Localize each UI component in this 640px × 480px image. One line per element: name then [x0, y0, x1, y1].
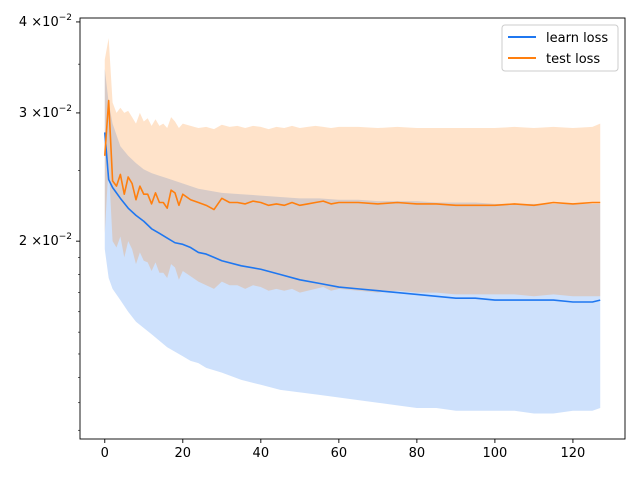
x-tick-label: 40: [253, 446, 270, 461]
band-test-loss: [104, 38, 601, 297]
x-tick-label: 80: [409, 446, 426, 461]
plot-frame: [79, 17, 626, 440]
y-axis-ticks: 2 ×10−2 3 ×10−2 4 ×10−2: [19, 13, 80, 431]
line-test-loss: [103, 99, 601, 211]
x-tick-label: 100: [482, 446, 507, 461]
x-tick-label: 60: [331, 446, 348, 461]
line-learn-loss: [103, 132, 601, 303]
legend: learn loss test loss: [501, 24, 619, 72]
x-axis-ticks: 0 20 40 60 80 100 120: [101, 439, 586, 461]
legend-label-test-loss: test loss: [546, 52, 600, 67]
confidence-bands: [104, 38, 601, 414]
y-tick-label: 4 ×10−2: [19, 13, 72, 30]
legend-label-learn-loss: learn loss: [546, 31, 608, 46]
y-tick-label: 3 ×10−2: [19, 104, 72, 121]
series-lines: [103, 99, 601, 303]
x-tick-label: 0: [101, 446, 109, 461]
x-tick-label: 120: [561, 446, 586, 461]
y-tick-label: 2 ×10−2: [19, 232, 72, 249]
band-learn-loss: [104, 68, 601, 414]
x-tick-label: 20: [175, 446, 192, 461]
